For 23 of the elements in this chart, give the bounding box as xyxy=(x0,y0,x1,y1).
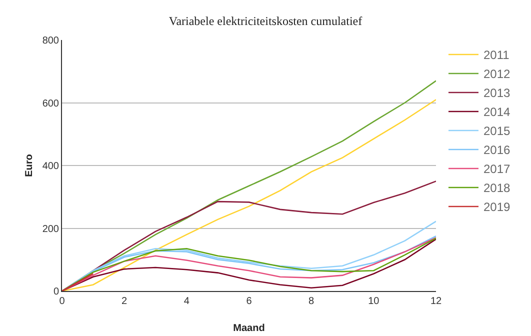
x-tick-label: 10 xyxy=(368,296,380,307)
y-tick-label: 400 xyxy=(42,161,60,172)
legend-label: 2013 xyxy=(483,86,510,100)
y-tick-label: 600 xyxy=(42,98,60,110)
chart-title: Variabele elektriciteitskosten cumulatief xyxy=(168,14,362,28)
legend-label: 2011 xyxy=(483,48,510,62)
x-tick-label: 6 xyxy=(246,296,252,307)
y-tick-label: 0 xyxy=(53,286,60,298)
legend-label: 2017 xyxy=(483,162,510,176)
x-tick-label: 12 xyxy=(430,296,442,307)
x-tick-label: 8 xyxy=(308,296,315,307)
y-axis-title: Euro xyxy=(24,154,35,177)
x-tick-label: 4 xyxy=(184,296,190,307)
legend-label: 2019 xyxy=(483,200,510,214)
legend-label: 2015 xyxy=(483,124,510,138)
legend-label: 2014 xyxy=(483,105,510,120)
x-axis-title: Maand xyxy=(233,323,265,334)
legend-label: 2018 xyxy=(483,181,510,196)
x-tick-label: 2 xyxy=(122,296,128,307)
legend-label: 2016 xyxy=(483,143,510,158)
y-tick-label: 200 xyxy=(42,224,60,235)
y-tick-label: 800 xyxy=(42,36,60,46)
legend-label: 2012 xyxy=(483,67,510,82)
